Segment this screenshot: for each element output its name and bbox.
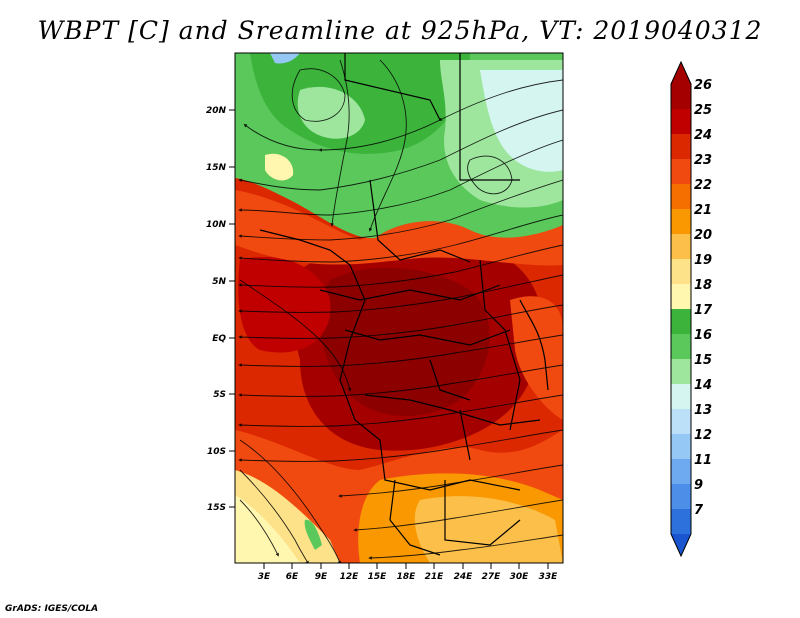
colorbar-segment	[671, 84, 691, 109]
wbpt-region-12-n	[270, 53, 300, 64]
colorbar-segment	[671, 134, 691, 159]
colorbar-label: 19	[694, 253, 712, 268]
lat-label: 5N	[212, 277, 226, 287]
lon-label: 18E	[397, 572, 417, 582]
lat-label: 20N	[206, 106, 227, 116]
lat-label: 15S	[207, 503, 226, 513]
lat-label: EQ	[212, 334, 226, 344]
colorbar-segment	[671, 459, 691, 484]
colorbar-segment	[671, 184, 691, 209]
plot-frame	[234, 52, 564, 564]
lon-label: 12E	[340, 572, 360, 582]
colorbar-label: 9	[694, 478, 703, 493]
colorbar-segment	[671, 484, 691, 509]
colorbar-segment	[671, 159, 691, 184]
colorbar-label: 25	[694, 103, 712, 118]
colorbar-segment	[671, 309, 691, 334]
colorbar-segment	[671, 509, 691, 534]
colorbar-label: 23	[694, 153, 712, 168]
country-borders	[259, 53, 549, 556]
wbpt-region-23-north	[235, 190, 563, 266]
wbpt-region-core	[319, 267, 490, 417]
colorbar-segment	[671, 434, 691, 459]
colorbar-label: 7	[694, 503, 704, 518]
colorbar-label: 17	[694, 303, 713, 318]
lon-label: 21E	[425, 572, 445, 582]
lon-label: 30E	[510, 572, 530, 582]
colorbar-top-triangle	[671, 62, 691, 84]
wbpt-field	[235, 53, 563, 563]
colorbar-segment	[671, 109, 691, 134]
wbpt-region-16-sw	[304, 519, 322, 550]
colorbar-label: 26	[694, 78, 712, 93]
colorbar-segment	[671, 234, 691, 259]
colorbar-segment	[671, 359, 691, 384]
colorbar-label: 20	[694, 228, 712, 243]
lon-label: 27E	[482, 572, 502, 582]
lat-label: 10S	[207, 447, 226, 457]
colorbar-outline	[670, 60, 692, 558]
colorbar-segment	[671, 334, 691, 359]
colorbar-label: 21	[694, 203, 712, 218]
lon-axis: 3E 6E 9E 12E 15E 18E 21E 24E 27E 30E 33E	[258, 563, 558, 582]
colorbar-segment	[671, 259, 691, 284]
colorbar-segment	[671, 384, 691, 409]
colorbar-segment	[671, 209, 691, 234]
colorbar-bottom-triangle	[671, 534, 691, 556]
grads-credit: GrADS: IGES/COLA	[5, 604, 99, 614]
lon-label: 6E	[286, 572, 299, 582]
streamlines	[238, 59, 563, 563]
lat-label: 15N	[206, 163, 227, 173]
lon-label: 3E	[258, 572, 271, 582]
lon-label: 9E	[315, 572, 328, 582]
map-title: WBPT [C] and Sreamline at 925hPa, VT: 20…	[37, 16, 763, 45]
colorbar-label: 24	[694, 128, 712, 143]
colorbar: 26 25 24 23 22 21 20 19 18 17 16 15 14 1…	[670, 60, 713, 558]
lon-label: 15E	[368, 572, 388, 582]
lon-label: 33E	[539, 572, 559, 582]
lat-axis: 20N 15N 10N 5N EQ 5S 10S 15S	[206, 106, 235, 513]
colorbar-segment	[671, 284, 691, 309]
colorbar-label: 13	[694, 403, 712, 418]
colorbar-label: 12	[694, 428, 712, 443]
colorbar-label: 18	[694, 278, 712, 293]
colorbar-label: 11	[694, 453, 712, 468]
wbpt-region-20	[414, 496, 563, 563]
colorbar-label: 14	[694, 378, 712, 393]
colorbar-label: 15	[694, 353, 712, 368]
wbpt-region-23-east	[510, 296, 563, 420]
colorbar-label: 16	[694, 328, 712, 343]
wbpt-region-18-nw	[265, 153, 294, 181]
colorbar-segment	[671, 409, 691, 434]
colorbar-label: 22	[694, 178, 712, 193]
lat-label: 5S	[213, 390, 226, 400]
wbpt-region-14-ne	[480, 70, 563, 172]
lat-label: 10N	[206, 220, 227, 230]
lon-label: 24E	[454, 572, 474, 582]
